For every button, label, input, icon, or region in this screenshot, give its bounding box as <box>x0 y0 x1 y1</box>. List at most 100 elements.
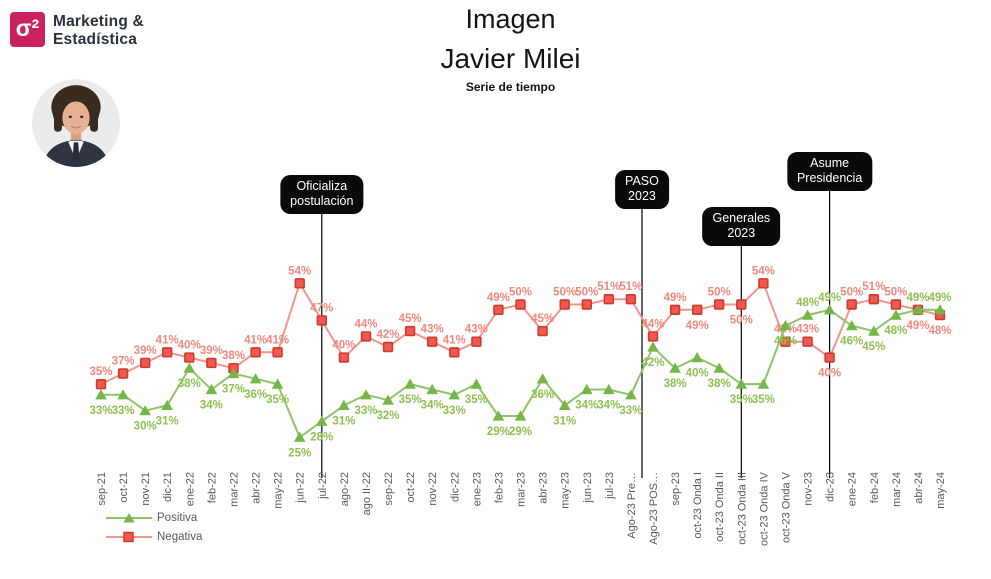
x-axis-label: sep-22 <box>383 472 395 506</box>
data-label: 45% <box>531 313 554 325</box>
negativa-point-marker <box>382 341 394 353</box>
data-label: 35% <box>266 394 289 406</box>
annotation-text-line: 2023 <box>628 189 656 204</box>
annotation-text-line: Presidencia <box>796 171 863 186</box>
negativa-point-marker <box>140 357 151 369</box>
x-axis-label: Ago-23 POS… <box>648 472 660 545</box>
x-axis-label: abr-24 <box>913 472 925 504</box>
data-label: 50% <box>840 287 863 299</box>
x-axis-label: sep-21 <box>96 472 108 506</box>
x-axis-label: mar-24 <box>891 472 903 507</box>
negativa-point-marker <box>758 278 769 289</box>
data-label: 45% <box>399 313 422 325</box>
annotation-text-line: Asume <box>810 156 850 170</box>
positiva-point-marker <box>95 389 107 400</box>
positiva-point-marker <box>625 389 637 400</box>
x-axis-label: oct-23 Onda II <box>714 472 726 542</box>
data-label: 40% <box>178 340 201 352</box>
data-label: 30% <box>134 421 157 433</box>
avatar <box>32 79 120 167</box>
x-axis-label: dic-22 <box>449 472 461 502</box>
negativa-point-marker <box>802 336 813 347</box>
x-axis-label: jun-22 <box>295 472 307 504</box>
positiva-point-marker <box>912 304 924 315</box>
x-axis-label: mar-22 <box>229 472 241 507</box>
title-block: Imagen Javier Milei Serie de tiempo <box>0 4 991 94</box>
data-label: 49% <box>928 292 951 304</box>
positiva-point-marker <box>205 383 218 395</box>
positiva-point-marker <box>779 320 792 331</box>
x-axis-label: oct-23 Onda IV <box>758 471 770 546</box>
negativa-point-marker <box>713 299 725 310</box>
positiva-point-marker <box>183 362 196 373</box>
logo-text-line2: Estadística <box>53 30 138 48</box>
positiva-point-marker <box>934 304 946 315</box>
data-label: 34% <box>421 400 444 412</box>
legend-label-negativa: Negativa <box>157 531 203 543</box>
data-label: 38% <box>178 378 201 390</box>
data-label: 31% <box>332 415 355 427</box>
data-label: 42% <box>376 329 399 341</box>
x-axis-label: abr-23 <box>538 472 550 504</box>
negativa-point-marker <box>669 304 681 315</box>
x-axis-label: mar-23 <box>516 472 528 507</box>
negativa-point-marker <box>95 378 107 390</box>
positiva-point-marker <box>492 410 505 421</box>
negativa-point-marker <box>515 299 526 310</box>
data-label: 35% <box>752 394 775 406</box>
positiva-point-marker <box>558 399 571 410</box>
negativa-point-marker <box>824 352 835 363</box>
x-axis-label: may-22 <box>273 472 285 509</box>
annotation-box: Generales 2023 <box>702 207 781 246</box>
x-axis-label: oct-22 <box>405 472 417 503</box>
page-subtitle: Javier Milei <box>440 43 581 74</box>
data-label: 29% <box>487 426 510 438</box>
positiva-point-marker <box>757 378 770 389</box>
portrait-illustration <box>32 79 120 167</box>
page-tagline: Serie de tiempo <box>465 80 556 94</box>
x-axis-label: jul-23 <box>604 472 616 500</box>
annotation-text-line: PASO <box>625 174 659 188</box>
positiva-point-marker <box>823 304 836 315</box>
positiva-point-marker <box>603 383 615 395</box>
data-label: 39% <box>134 345 157 357</box>
positiva-point-marker <box>470 378 483 389</box>
x-axis-label: feb-22 <box>206 472 218 503</box>
data-label: 40% <box>686 368 709 380</box>
x-axis-label: oct-23 Onda V <box>781 471 793 543</box>
positiva-point-marker <box>338 399 350 410</box>
data-label: 33% <box>112 405 135 417</box>
legend-item-negativa: Negativa <box>106 531 202 543</box>
data-label: 31% <box>553 415 576 427</box>
positiva-point-marker <box>139 405 151 416</box>
data-label: 50% <box>884 287 907 299</box>
data-label: 49% <box>686 320 709 332</box>
positiva-point-marker <box>271 378 284 389</box>
negativa-point-marker <box>537 325 548 337</box>
data-label: 44% <box>354 318 377 330</box>
positiva-point-marker <box>713 362 725 373</box>
x-axis-label: may-23 <box>560 472 572 509</box>
data-label: 25% <box>288 447 311 459</box>
x-axis-label: ene-24 <box>847 472 859 506</box>
data-label: 43% <box>465 324 488 336</box>
data-label: 48% <box>796 297 819 309</box>
annotation-text-line: Generales <box>712 211 771 225</box>
positiva-point-marker <box>382 394 394 405</box>
positiva-point-marker <box>801 309 814 320</box>
x-axis-label: jul-22 <box>317 472 329 500</box>
negativa-point-marker <box>691 304 703 315</box>
data-label: 49% <box>906 320 929 332</box>
negativa-point-marker <box>471 336 482 347</box>
positiva-point-marker <box>536 373 549 384</box>
positiva-point-marker <box>426 383 438 395</box>
data-label: 33% <box>89 405 112 417</box>
negativa-point-marker <box>294 278 305 289</box>
data-label: 41% <box>156 334 179 346</box>
x-axis-label: feb-24 <box>869 472 881 503</box>
positiva-point-marker <box>117 389 129 400</box>
positiva-point-marker <box>868 325 880 336</box>
x-axis-label: ene-22 <box>184 472 196 506</box>
negativa-point-marker <box>868 293 880 305</box>
